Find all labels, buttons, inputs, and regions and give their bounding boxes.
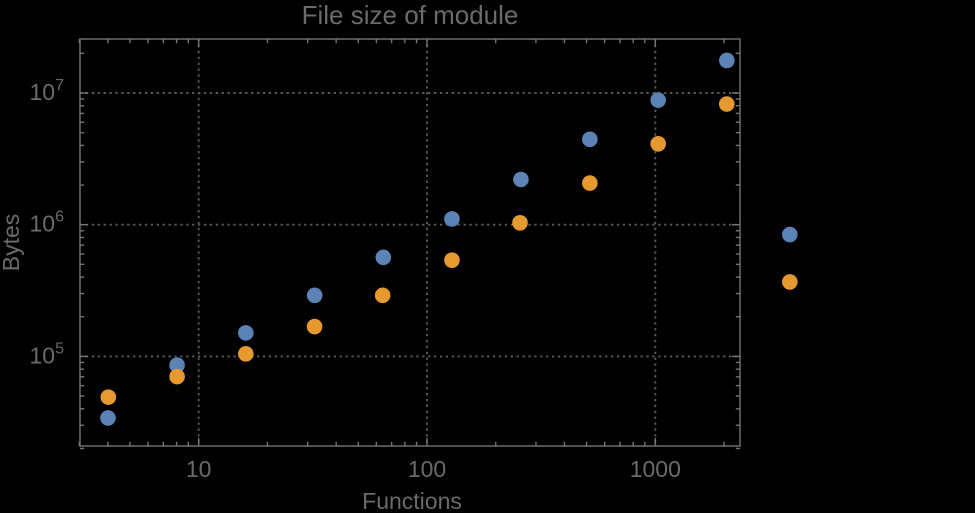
svg-text:107: 107 xyxy=(30,77,65,105)
svg-text:100: 100 xyxy=(408,456,446,482)
svg-text:1000: 1000 xyxy=(630,456,681,482)
svg-text:10: 10 xyxy=(186,456,212,482)
svg-text:Bytes: Bytes xyxy=(0,214,24,272)
svg-text:106: 106 xyxy=(30,209,65,237)
svg-text:105: 105 xyxy=(30,340,65,368)
svg-text:Functions: Functions xyxy=(362,488,462,513)
svg-text:File size of module: File size of module xyxy=(302,0,519,30)
